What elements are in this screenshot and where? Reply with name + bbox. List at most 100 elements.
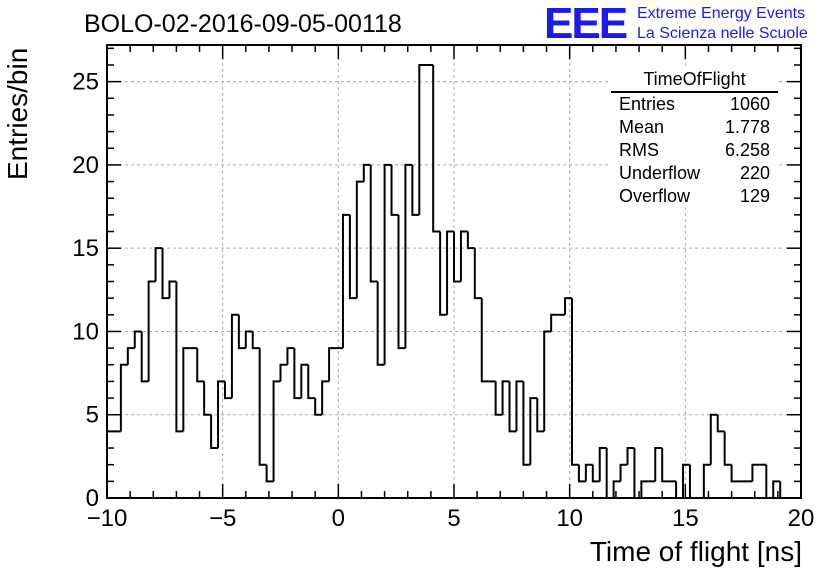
histogram-bin [619, 463, 628, 482]
histogram-bin [140, 331, 149, 383]
histogram-bin [508, 381, 517, 433]
histogram-bin [119, 363, 128, 432]
stats-row-overflow: Overflow 129 [611, 185, 778, 208]
histogram-bin [404, 163, 413, 349]
stats-value: 6.258 [724, 140, 770, 160]
histogram-bin [439, 231, 448, 316]
stats-value: 220 [739, 163, 770, 183]
histogram-bin [432, 64, 441, 233]
x-tick-label: 15 [672, 505, 699, 532]
histogram-bin [355, 180, 364, 299]
histogram-bin [272, 380, 281, 482]
histogram-bin [196, 348, 205, 383]
histogram-bin [321, 380, 330, 415]
histogram-bin [244, 330, 253, 349]
histogram-bin [661, 448, 670, 483]
histogram-bin [418, 63, 427, 215]
histogram-bin [279, 363, 288, 382]
x-tick-label: −5 [209, 505, 236, 532]
histogram-bin [362, 163, 371, 182]
y-tick-label: 5 [86, 402, 99, 429]
histogram-bin [543, 330, 552, 432]
stats-label: Entries [619, 94, 676, 114]
histogram-bin [251, 331, 260, 350]
x-tick-label: 10 [556, 505, 583, 532]
histogram-bin [654, 447, 663, 482]
histogram-bin [480, 298, 489, 383]
histogram-bin [286, 347, 295, 365]
y-tick-label: 20 [72, 152, 99, 179]
stats-row-underflow: Underflow 220 [611, 162, 778, 185]
histogram-bin [515, 380, 524, 432]
histogram-bin [473, 248, 482, 300]
stats-label: RMS [619, 140, 659, 160]
histogram-bin [709, 413, 718, 465]
histogram-bin [397, 214, 406, 350]
histogram-bin [675, 481, 684, 499]
histogram-bin [591, 464, 600, 483]
histogram-bin [237, 314, 246, 350]
histogram-bin [203, 381, 212, 416]
histogram-bin [341, 213, 350, 349]
histogram-bin [772, 480, 781, 498]
histogram-bin [446, 230, 454, 315]
histogram-bin [550, 313, 559, 332]
histogram-bin [182, 347, 191, 432]
histogram-bin [702, 463, 711, 498]
axis-tick-labels: −10 −5 0 5 10 15 20 0 5 10 15 20 25 [72, 69, 814, 532]
histogram-bin [682, 463, 690, 498]
axis-ticks [106, 45, 802, 499]
logo-line-1: Extreme Energy Events [637, 5, 806, 22]
stats-row-mean: Mean 1.778 [611, 116, 778, 139]
histogram-bin [376, 281, 385, 366]
histogram-bin [293, 348, 302, 400]
histogram-bin [133, 330, 142, 349]
stats-box: TimeOfFlight Entries 1060 Mean 1.778 RMS 6.… [611, 68, 778, 208]
y-tick-label: 10 [72, 318, 99, 345]
histogram-bin [265, 464, 274, 483]
histogram-bin [314, 398, 323, 416]
histogram-series [106, 63, 801, 499]
histogram-bin [175, 281, 184, 433]
logo-line-2: La Scienza nelle Scuole [637, 25, 808, 42]
histogram-bin [640, 480, 649, 498]
histogram-bin [258, 348, 267, 466]
histogram-bin [126, 347, 135, 365]
histogram-bin [223, 381, 232, 400]
histogram-bin [605, 448, 614, 499]
chart-title: BOLO-02-2016-09-05-00118 [84, 10, 402, 38]
histogram-bin [598, 447, 607, 482]
histogram-bin [348, 214, 357, 300]
x-tick-label: 5 [447, 505, 460, 532]
histogram-bin [522, 381, 531, 466]
histogram-bin [168, 280, 177, 299]
histogram-bin [751, 463, 760, 482]
histogram-bin [612, 480, 621, 498]
stats-row-rms: RMS 6.258 [611, 139, 778, 162]
y-tick-label: 15 [72, 235, 99, 262]
y-tick-label: 25 [72, 69, 99, 96]
stats-value: 1060 [729, 94, 770, 114]
histogram-bin [536, 398, 545, 433]
x-tick-label: −10 [87, 505, 128, 532]
stats-label: Overflow [619, 186, 691, 206]
histogram-bin [633, 448, 642, 499]
histogram-bin [210, 414, 219, 450]
histogram-bin [383, 163, 392, 365]
histogram-bin [688, 464, 697, 499]
histogram-bin [147, 280, 156, 382]
histogram-bin [584, 463, 593, 482]
histogram-bin [369, 164, 378, 283]
stats-box-title: TimeOfFlight [611, 68, 778, 93]
y-axis-label: Entries/bin [2, 47, 33, 180]
histogram-bin [328, 347, 337, 382]
histogram-bin [307, 364, 316, 400]
histogram-bin [300, 363, 309, 399]
histogram-bin [453, 231, 461, 283]
histogram-bin [765, 464, 774, 499]
histogram-bin [529, 397, 538, 465]
stats-value: 1.778 [724, 117, 770, 137]
stats-row-entries: Entries 1060 [611, 93, 778, 116]
histogram-bin [411, 164, 420, 216]
